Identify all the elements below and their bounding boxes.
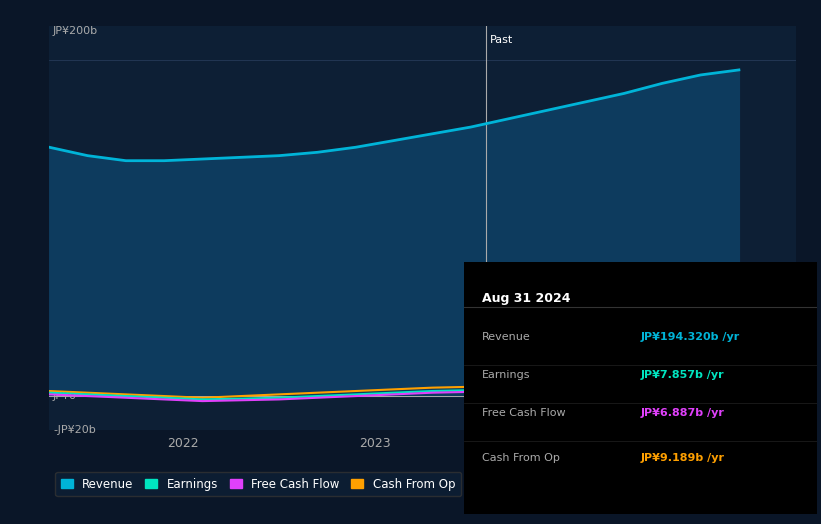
Text: JP¥200b: JP¥200b	[53, 26, 99, 36]
Text: JP¥7.857b /yr: JP¥7.857b /yr	[640, 370, 724, 380]
Text: Revenue: Revenue	[481, 332, 530, 343]
Text: Aug 31 2024: Aug 31 2024	[481, 292, 570, 305]
Text: Past: Past	[490, 35, 513, 45]
Text: Cash From Op: Cash From Op	[481, 453, 559, 463]
Legend: Revenue, Earnings, Free Cash Flow, Cash From Op: Revenue, Earnings, Free Cash Flow, Cash …	[55, 472, 461, 496]
Text: JP¥9.189b /yr: JP¥9.189b /yr	[640, 453, 724, 463]
Text: JP¥194.320b /yr: JP¥194.320b /yr	[640, 332, 740, 343]
Text: Earnings: Earnings	[481, 370, 530, 380]
Text: -JP¥20b: -JP¥20b	[53, 424, 96, 435]
Text: JP¥0: JP¥0	[53, 391, 77, 401]
Text: JP¥6.887b /yr: JP¥6.887b /yr	[640, 408, 724, 418]
Text: Free Cash Flow: Free Cash Flow	[481, 408, 565, 418]
